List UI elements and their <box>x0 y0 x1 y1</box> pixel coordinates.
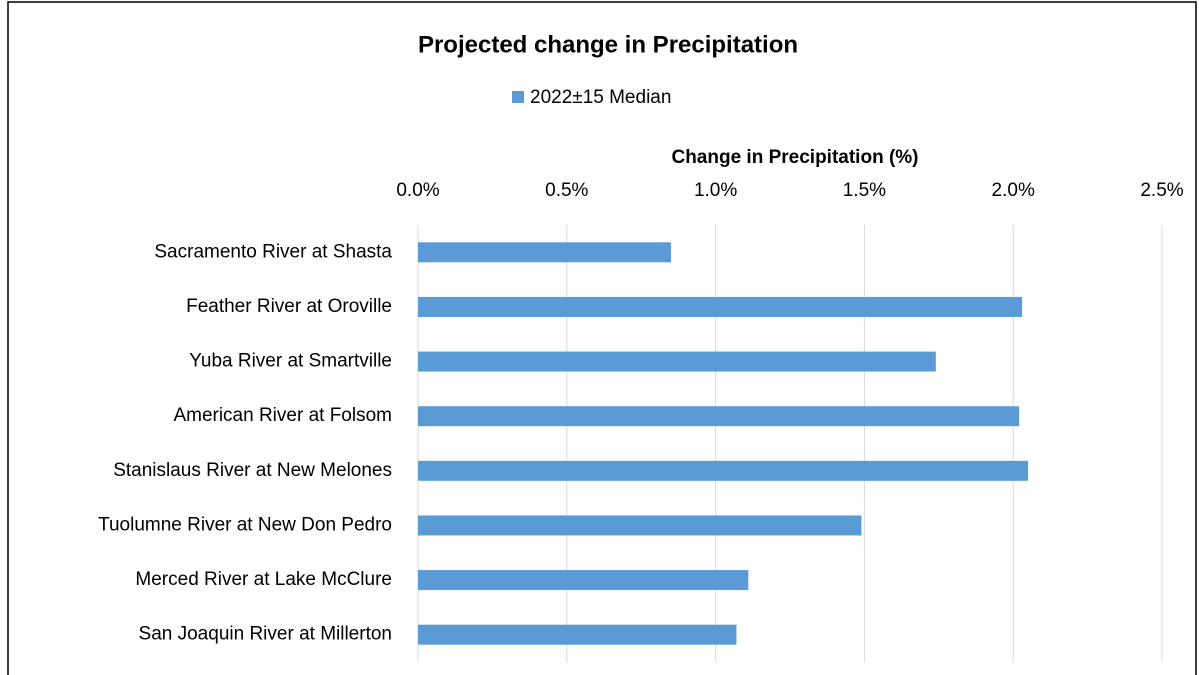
y-tick-label: San Joaquin River at Millerton <box>139 624 392 645</box>
chart-frame <box>7 1 1197 675</box>
chart-title: Projected change in Precipitation <box>418 31 798 58</box>
bar <box>418 351 936 372</box>
legend-label: 2022±15 Median <box>530 87 671 108</box>
x-tick-label: 2.5% <box>1140 180 1183 201</box>
y-tick-label: American River at Folsom <box>173 405 392 426</box>
y-tick-label: Sacramento River at Shasta <box>154 241 392 262</box>
y-tick-label: Merced River at Lake McClure <box>135 569 392 590</box>
y-tick-label: Yuba River at Smartville <box>189 351 392 372</box>
bar <box>418 406 1020 427</box>
x-tick-label: 2.0% <box>992 180 1035 201</box>
x-tick-label: 1.0% <box>694 180 737 201</box>
bar <box>418 296 1023 317</box>
bar <box>418 242 671 263</box>
bar <box>418 460 1029 481</box>
legend-swatch <box>512 91 524 103</box>
x-tick-label: 0.0% <box>396 180 439 201</box>
x-axis-title: Change in Precipitation (%) <box>671 147 918 168</box>
x-tick-label: 0.5% <box>545 180 588 201</box>
bar <box>418 570 749 591</box>
y-tick-label: Tuolumne River at New Don Pedro <box>98 514 392 535</box>
y-tick-label: Feather River at Oroville <box>186 296 392 317</box>
bar <box>418 515 862 536</box>
y-tick-label: Stanislaus River at New Melones <box>113 460 392 481</box>
bar <box>418 624 737 645</box>
x-tick-label: 1.5% <box>843 180 886 201</box>
